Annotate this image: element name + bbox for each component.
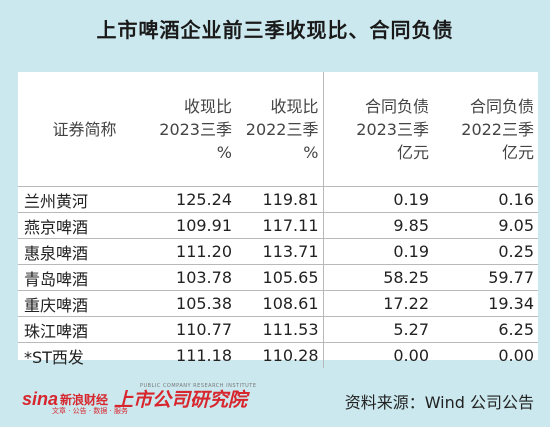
page-title: 上市啤酒企业前三季收现比、合同负债 bbox=[96, 18, 454, 42]
sina-finance-logo: sina 新浪财经 文章 · 公告 · 数据 · 服务 bbox=[22, 384, 128, 416]
value-cell: 125.24 bbox=[151, 186, 236, 213]
value-cell: 0.19 bbox=[322, 186, 433, 213]
sina-subtitle: 文章 · 公告 · 数据 · 服务 bbox=[52, 407, 129, 415]
company-name-cell: 惠泉啤酒 bbox=[18, 238, 151, 265]
value-cell: 108.61 bbox=[236, 290, 323, 317]
column-header: 收现比 2022三季% bbox=[245, 96, 319, 162]
company-name-cell: 珠江啤酒 bbox=[18, 316, 151, 343]
value-cell: 9.05 bbox=[433, 212, 538, 239]
value-cell: 58.25 bbox=[322, 264, 433, 291]
value-cell: 19.34 bbox=[433, 290, 538, 317]
table-row: *ST西发 111.18 110.28 0.00 0.00 bbox=[18, 342, 538, 368]
value-cell: 113.71 bbox=[236, 238, 323, 265]
value-cell: 59.77 bbox=[433, 264, 538, 291]
column-header: 收现比 2023三季% bbox=[159, 96, 232, 162]
table-row: 青岛啤酒 103.78 105.65 58.25 59.77 bbox=[18, 264, 538, 291]
value-cell: 9.85 bbox=[322, 212, 433, 239]
institute-english-name: PUBLIC COMPANY RESEARCH INSTITUTE bbox=[140, 383, 257, 389]
value-cell: 6.25 bbox=[433, 316, 538, 343]
value-cell: 0.00 bbox=[433, 342, 538, 368]
institute-logo: 上市公司研究院 bbox=[114, 389, 248, 411]
table-row: 重庆啤酒 105.38 108.61 17.22 19.34 bbox=[18, 290, 538, 317]
company-name-cell: 青岛啤酒 bbox=[18, 264, 151, 291]
value-cell: 109.91 bbox=[151, 212, 236, 239]
value-cell: 110.28 bbox=[236, 342, 323, 368]
value-cell: 110.77 bbox=[151, 316, 236, 343]
value-cell: 0.25 bbox=[433, 238, 538, 265]
column-header: 合同负债 2023三季 亿元 bbox=[322, 72, 433, 187]
value-cell: 0.00 bbox=[322, 342, 433, 368]
source-note: 资料来源：Wind 公司公告 bbox=[344, 393, 534, 412]
value-cell: 111.53 bbox=[236, 316, 323, 343]
table-row: 珠江啤酒 110.77 111.53 5.27 6.25 bbox=[18, 316, 538, 343]
value-cell: 17.22 bbox=[322, 290, 433, 317]
company-name-cell: 兰州黄河 bbox=[18, 186, 151, 213]
value-cell: 0.16 bbox=[433, 186, 538, 213]
value-cell: 117.11 bbox=[236, 212, 323, 239]
table-row: 兰州黄河 125.24 119.81 0.19 0.16 bbox=[18, 186, 538, 213]
value-cell: 105.65 bbox=[236, 264, 323, 291]
table-row: 惠泉啤酒 111.20 113.71 0.19 0.25 bbox=[18, 238, 538, 265]
value-cell: 111.20 bbox=[151, 238, 236, 265]
value-cell: 105.38 bbox=[151, 290, 236, 317]
value-cell: 119.81 bbox=[236, 186, 323, 213]
data-table: 证券简称 收现比 2023三季% 收现比 2022三季% 合同负债 2023三季 亿元 合同负债… bbox=[18, 72, 538, 368]
company-name-cell: 燕京啤酒 bbox=[18, 212, 151, 239]
column-header: 合同负债 2022三季 亿元 bbox=[461, 96, 534, 162]
company-name-cell: *ST西发 bbox=[18, 342, 151, 368]
value-cell: 103.78 bbox=[151, 264, 236, 291]
value-cell: 0.19 bbox=[322, 238, 433, 265]
sina-logo-text: sina bbox=[22, 388, 59, 409]
header-row: 证券简称 收现比 2023三季% 收现比 2022三季% 合同负债 2023三季 亿元 合同负债… bbox=[18, 72, 538, 187]
table-row: 燕京啤酒 109.91 117.11 9.85 9.05 bbox=[18, 212, 538, 239]
column-header: 证券简称 bbox=[52, 119, 117, 139]
value-cell: 5.27 bbox=[322, 316, 433, 343]
table-body: 兰州黄河 125.24 119.81 0.19 0.16 燕京啤酒 109.91 117.11… bbox=[18, 186, 538, 368]
value-cell: 111.18 bbox=[151, 342, 236, 368]
company-name-cell: 重庆啤酒 bbox=[18, 290, 151, 317]
sina-name: 新浪财经 bbox=[60, 392, 109, 407]
